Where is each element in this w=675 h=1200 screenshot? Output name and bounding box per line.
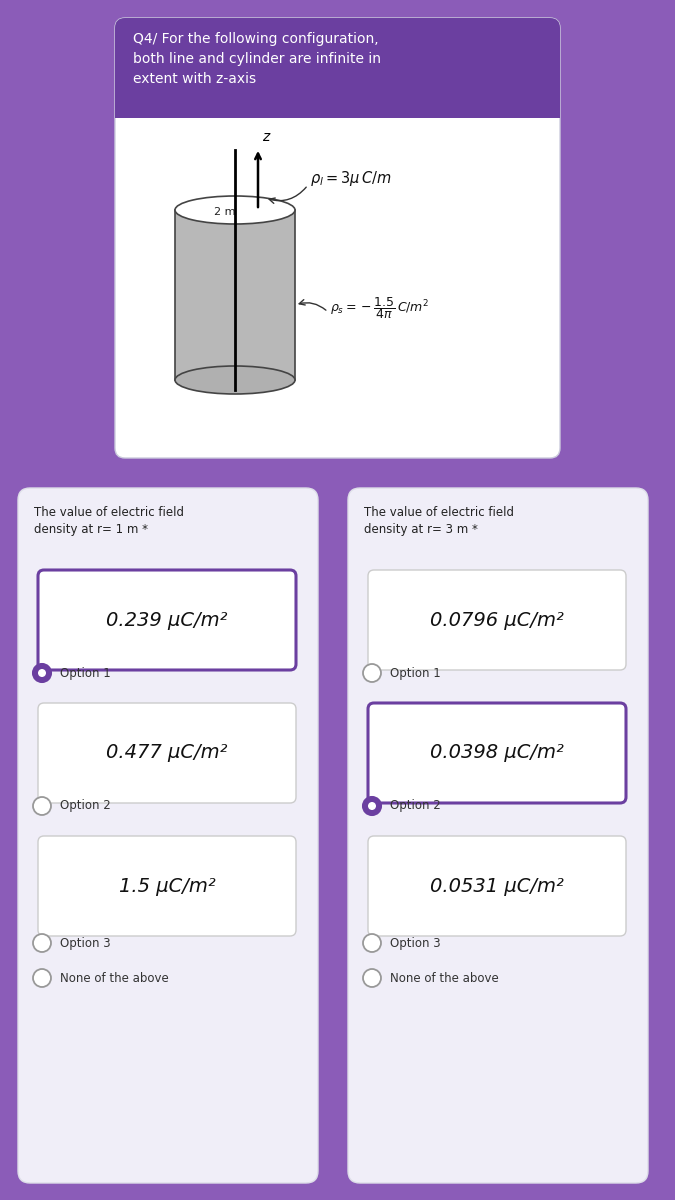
Circle shape	[33, 797, 51, 815]
Text: $\rho_s = -\dfrac{1.5}{4\pi}\,C/m^2$: $\rho_s = -\dfrac{1.5}{4\pi}\,C/m^2$	[330, 295, 429, 320]
Circle shape	[363, 664, 381, 682]
FancyBboxPatch shape	[38, 836, 296, 936]
Text: Option 3: Option 3	[60, 936, 111, 949]
Text: 1.5 μC/m²: 1.5 μC/m²	[119, 876, 215, 895]
Text: Option 1: Option 1	[60, 666, 111, 679]
Circle shape	[38, 670, 46, 677]
FancyBboxPatch shape	[368, 570, 626, 670]
FancyBboxPatch shape	[38, 570, 296, 670]
Circle shape	[363, 970, 381, 986]
Circle shape	[33, 970, 51, 986]
Text: Option 2: Option 2	[390, 799, 441, 812]
Ellipse shape	[175, 196, 295, 224]
FancyBboxPatch shape	[368, 836, 626, 936]
Text: 0.0796 μC/m²: 0.0796 μC/m²	[430, 611, 564, 630]
Text: 0.477 μC/m²: 0.477 μC/m²	[106, 744, 227, 762]
Circle shape	[33, 934, 51, 952]
FancyBboxPatch shape	[115, 18, 560, 113]
Circle shape	[33, 664, 51, 682]
FancyBboxPatch shape	[348, 488, 648, 1183]
FancyBboxPatch shape	[368, 703, 626, 803]
FancyBboxPatch shape	[18, 488, 318, 1183]
Text: $\rho_l = 3\mu\,C/m$: $\rho_l = 3\mu\,C/m$	[310, 168, 392, 187]
FancyBboxPatch shape	[115, 18, 560, 458]
Text: 0.0398 μC/m²: 0.0398 μC/m²	[430, 744, 564, 762]
FancyBboxPatch shape	[115, 92, 560, 118]
FancyBboxPatch shape	[38, 703, 296, 803]
Ellipse shape	[175, 366, 295, 394]
Text: The value of electric field
density at r= 1 m *: The value of electric field density at r…	[34, 506, 184, 536]
Circle shape	[368, 802, 376, 810]
Text: Option 1: Option 1	[390, 666, 441, 679]
Bar	[175, 210, 295, 380]
Text: 0.239 μC/m²: 0.239 μC/m²	[106, 611, 227, 630]
Circle shape	[363, 934, 381, 952]
Circle shape	[363, 797, 381, 815]
Text: Option 2: Option 2	[60, 799, 111, 812]
Text: None of the above: None of the above	[390, 972, 499, 984]
Text: Q4/ For the following configuration,
both line and cylinder are infinite in
exte: Q4/ For the following configuration, bot…	[133, 32, 381, 86]
Text: None of the above: None of the above	[60, 972, 169, 984]
Text: Option 3: Option 3	[390, 936, 441, 949]
Text: The value of electric field
density at r= 3 m *: The value of electric field density at r…	[364, 506, 514, 536]
Text: 0.0531 μC/m²: 0.0531 μC/m²	[430, 876, 564, 895]
Text: z: z	[262, 130, 269, 144]
Text: 2 m: 2 m	[214, 206, 236, 217]
